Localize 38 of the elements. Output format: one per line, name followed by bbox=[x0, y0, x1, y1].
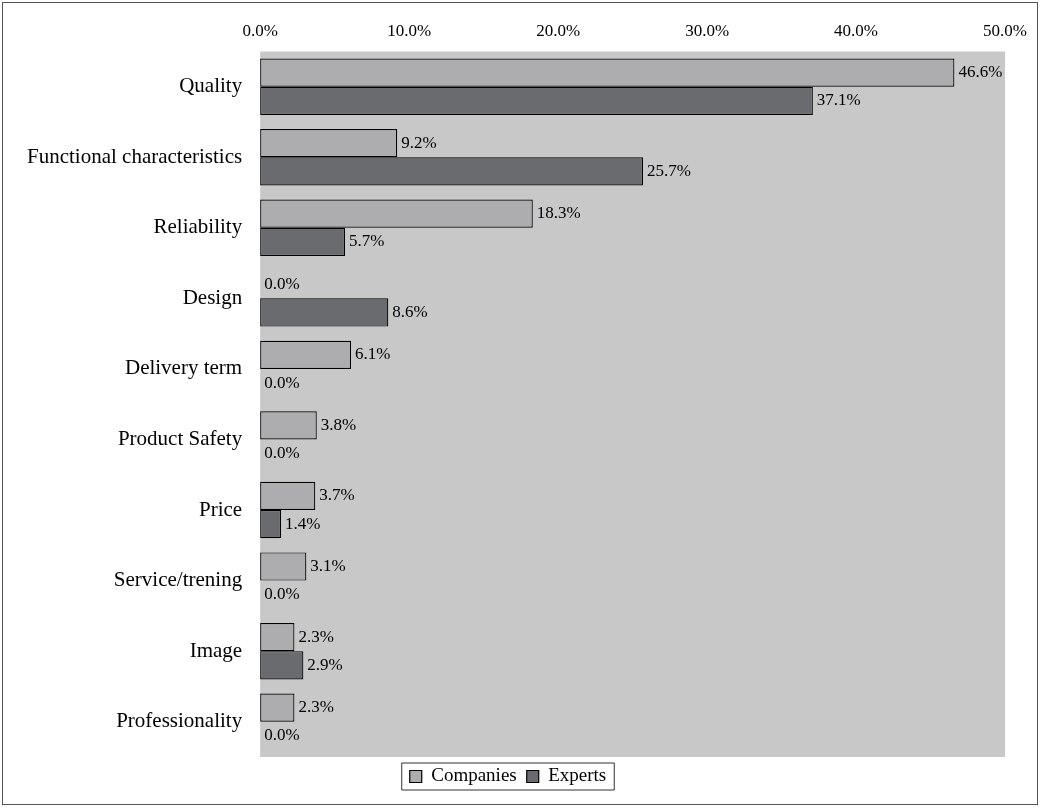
y-tick-label: Reliability bbox=[153, 214, 243, 239]
y-tick-label: Functional characteristics bbox=[27, 143, 243, 168]
data-label: 0.0% bbox=[264, 273, 300, 293]
data-label: 6.1% bbox=[355, 344, 391, 364]
x-tick-label: 40.0% bbox=[834, 20, 879, 40]
data-label: 0.0% bbox=[264, 372, 300, 392]
data-label: 3.8% bbox=[320, 414, 357, 434]
x-tick-label: 20.0% bbox=[536, 20, 581, 40]
data-label: 3.1% bbox=[310, 555, 346, 575]
data-label: 0.0% bbox=[264, 443, 300, 463]
y-tick-label: Delivery term bbox=[124, 355, 243, 380]
data-label: 25.7% bbox=[647, 160, 691, 180]
legend-label: Companies bbox=[431, 764, 517, 786]
data-label: 5.7% bbox=[349, 231, 385, 251]
y-tick-label: Service/trening bbox=[113, 567, 243, 592]
y-tick-label: Professionality bbox=[116, 708, 243, 733]
y-tick-label: Design bbox=[182, 284, 243, 309]
x-tick-label: 10.0% bbox=[387, 20, 432, 40]
data-label: 9.2% bbox=[401, 132, 437, 152]
data-label: 8.6% bbox=[392, 301, 428, 321]
x-tick-label: 50.0% bbox=[983, 20, 1028, 40]
data-label: 0.0% bbox=[264, 584, 300, 604]
data-label: 37.1% bbox=[816, 90, 861, 110]
data-label: 0.0% bbox=[264, 725, 300, 745]
data-label: 2.3% bbox=[298, 697, 334, 717]
data-label: 2.9% bbox=[307, 654, 343, 674]
y-tick-label: Product Safety bbox=[117, 426, 243, 450]
data-label: 3.7% bbox=[319, 485, 355, 505]
x-tick-label: 0.0% bbox=[242, 20, 278, 40]
y-tick-label: Image bbox=[189, 637, 243, 662]
y-tick-label: Price bbox=[199, 496, 243, 521]
data-label: 46.6% bbox=[958, 62, 1003, 82]
data-label: 2.3% bbox=[298, 626, 334, 646]
data-label: 18.3% bbox=[536, 203, 581, 223]
x-tick-label: 30.0% bbox=[685, 20, 730, 40]
data-label: 1.4% bbox=[285, 513, 321, 533]
legend-label: Experts bbox=[548, 764, 607, 786]
y-tick-label: Quality bbox=[179, 73, 243, 98]
